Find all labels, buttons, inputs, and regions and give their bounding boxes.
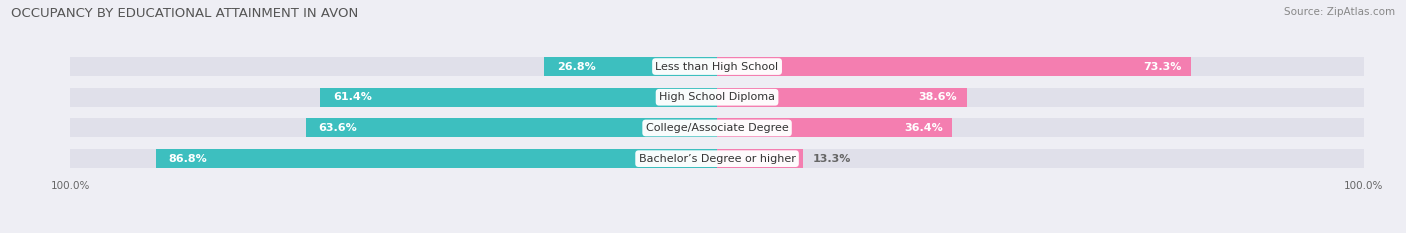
Text: 61.4%: 61.4% xyxy=(333,92,371,102)
Bar xyxy=(717,118,952,137)
Text: High School Diploma: High School Diploma xyxy=(659,92,775,102)
Text: 26.8%: 26.8% xyxy=(557,62,595,72)
Bar xyxy=(70,149,717,168)
Bar xyxy=(717,149,803,168)
Bar xyxy=(717,149,1364,168)
Bar xyxy=(717,88,967,107)
Text: Bachelor’s Degree or higher: Bachelor’s Degree or higher xyxy=(638,154,796,164)
Bar xyxy=(70,57,717,76)
Bar xyxy=(717,57,1191,76)
Text: 38.6%: 38.6% xyxy=(918,92,957,102)
Text: Source: ZipAtlas.com: Source: ZipAtlas.com xyxy=(1284,7,1395,17)
Bar xyxy=(544,57,717,76)
Text: College/Associate Degree: College/Associate Degree xyxy=(645,123,789,133)
Text: 86.8%: 86.8% xyxy=(169,154,207,164)
Bar xyxy=(717,88,1364,107)
Bar xyxy=(70,88,717,107)
Bar xyxy=(717,118,1364,137)
Bar xyxy=(717,57,1364,76)
Text: 63.6%: 63.6% xyxy=(319,123,357,133)
Text: 73.3%: 73.3% xyxy=(1143,62,1181,72)
Text: 36.4%: 36.4% xyxy=(904,123,943,133)
Bar xyxy=(305,118,717,137)
Text: Less than High School: Less than High School xyxy=(655,62,779,72)
Text: OCCUPANCY BY EDUCATIONAL ATTAINMENT IN AVON: OCCUPANCY BY EDUCATIONAL ATTAINMENT IN A… xyxy=(11,7,359,20)
Bar xyxy=(321,88,717,107)
Text: 13.3%: 13.3% xyxy=(813,154,851,164)
Bar xyxy=(70,118,717,137)
Bar xyxy=(156,149,717,168)
